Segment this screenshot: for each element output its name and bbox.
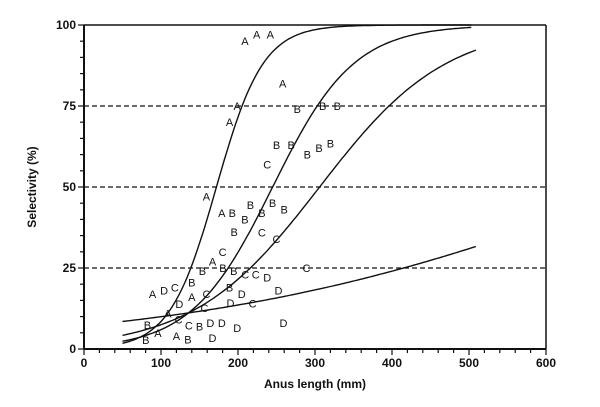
data-point-c: C <box>273 234 281 246</box>
data-point-c: C <box>171 282 179 294</box>
data-point-b: B <box>273 140 280 152</box>
data-point-b: B <box>144 320 151 332</box>
data-point-a: A <box>226 117 234 129</box>
x-tick-label: 600 <box>536 356 556 370</box>
data-point-a: A <box>267 29 275 41</box>
x-tick-label: 400 <box>382 356 402 370</box>
data-point-c: C <box>219 247 227 259</box>
data-point-a: A <box>209 257 217 269</box>
data-point-a: A <box>234 101 242 113</box>
data-point-b: B <box>226 282 233 294</box>
data-point-b: B <box>304 150 311 162</box>
y-tick-label: 25 <box>63 261 77 275</box>
data-point-d: D <box>227 298 235 310</box>
data-point-a: A <box>253 30 261 42</box>
data-point-d: D <box>275 286 283 298</box>
y-tick-label: 75 <box>63 99 77 113</box>
data-point-b: B <box>199 266 206 278</box>
data-point-d: D <box>233 323 241 335</box>
x-tick-label: 100 <box>151 356 171 370</box>
data-point-c: C <box>200 303 208 315</box>
data-point-d: D <box>206 318 214 330</box>
data-point-b: B <box>287 140 294 152</box>
data-point-b: B <box>319 101 326 113</box>
data-point-b: B <box>196 321 203 333</box>
y-tick-label: 0 <box>69 342 76 356</box>
data-point-b: B <box>219 263 226 275</box>
data-point-b: B <box>188 278 195 290</box>
data-point-b: B <box>229 208 236 220</box>
data-point-b: B <box>142 335 149 347</box>
data-point-a: A <box>149 289 157 301</box>
data-point-b: B <box>230 266 237 278</box>
data-point-b: B <box>294 104 301 116</box>
data-point-b: B <box>184 334 191 346</box>
data-point-b: B <box>334 101 341 113</box>
data-point-b: B <box>327 138 334 150</box>
fitted-curve-b <box>122 26 472 342</box>
data-point-d: D <box>160 285 168 297</box>
data-point-a: A <box>173 331 181 343</box>
x-tick-label: 300 <box>305 356 325 370</box>
data-point-d: D <box>279 318 287 330</box>
y-tick-label: 50 <box>63 180 77 194</box>
data-point-b: B <box>231 227 238 239</box>
data-point-a: A <box>218 208 226 220</box>
data-point-a: A <box>164 308 172 320</box>
data-point-d: D <box>208 333 216 345</box>
data-point-d: D <box>263 273 271 285</box>
x-tick-label: 200 <box>228 356 248 370</box>
fitted-curve-d <box>122 245 477 323</box>
x-tick-label: 500 <box>459 356 479 370</box>
data-point-a: A <box>241 36 249 48</box>
data-point-c: C <box>258 227 266 239</box>
data-point-b: B <box>281 205 288 217</box>
x-axis-label: Anus length (mm) <box>264 377 366 391</box>
x-tick-label: 0 <box>81 356 88 370</box>
data-point-b: B <box>241 214 248 226</box>
data-point-b: B <box>247 200 254 212</box>
data-point-a: A <box>154 328 162 340</box>
data-point-c: C <box>202 289 210 301</box>
data-point-c: C <box>303 263 311 275</box>
data-point-a: A <box>203 192 211 204</box>
data-point-c: C <box>252 269 260 281</box>
data-point-a: A <box>279 78 287 90</box>
fitted-curve-c <box>122 49 477 336</box>
data-point-b: B <box>315 143 322 155</box>
data-point-d: D <box>218 318 226 330</box>
data-point-c: C <box>263 159 271 171</box>
data-point-c: C <box>185 320 193 332</box>
data-point-d: D <box>238 289 246 301</box>
y-tick-label: 100 <box>56 18 76 32</box>
data-point-b: B <box>269 198 276 210</box>
data-point-c: C <box>249 299 257 311</box>
data-point-c: C <box>241 269 249 281</box>
data-point-d: D <box>175 299 183 311</box>
fitted-curve-a <box>122 24 472 344</box>
data-point-c: C <box>175 314 183 326</box>
y-axis-label: Selectivity (%) <box>25 146 39 227</box>
data-point-a: A <box>188 292 196 304</box>
data-point-b: B <box>258 208 265 220</box>
